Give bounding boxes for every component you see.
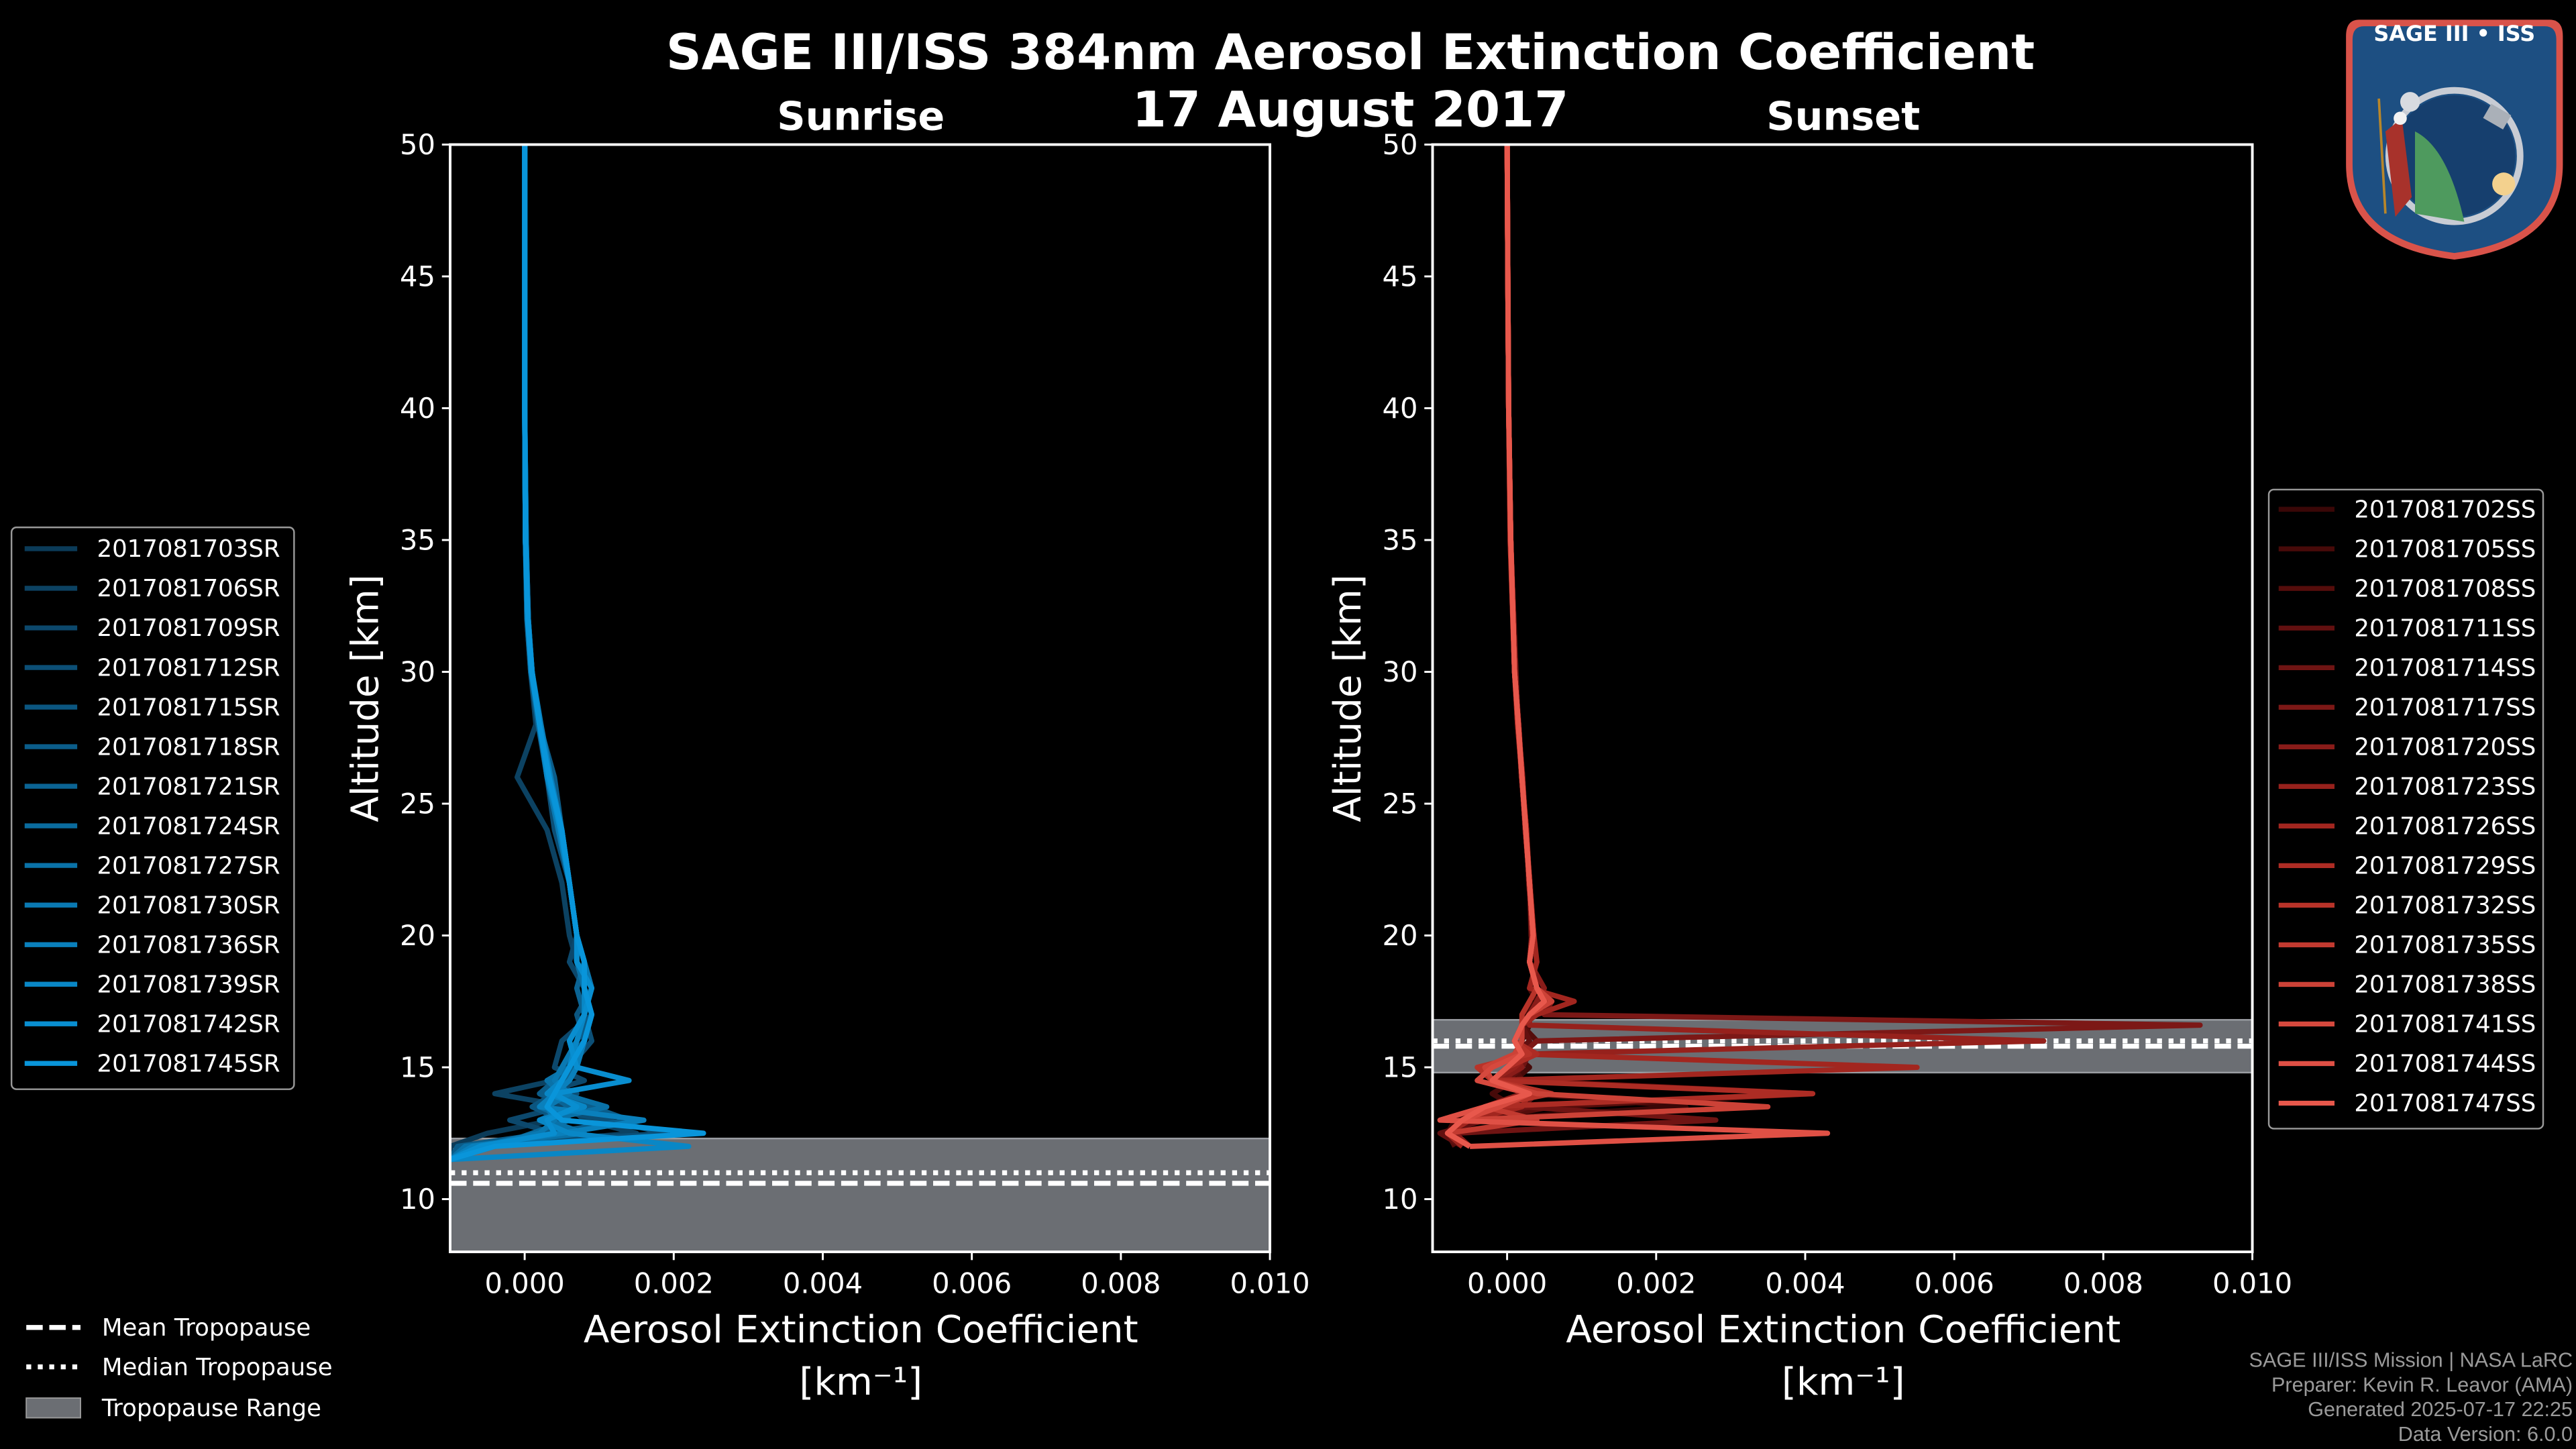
legend-label: 2017081723SS xyxy=(2354,773,2536,801)
y-tick-label: 50 xyxy=(400,128,435,161)
x-tick-label: 0.006 xyxy=(932,1267,1012,1299)
legend-label: 2017081729SS xyxy=(2354,853,2536,880)
y-tick-label: 25 xyxy=(400,788,435,820)
y-tick-label: 15 xyxy=(400,1051,435,1084)
panel-title-sunset: Sunset xyxy=(1766,93,1920,139)
legend-label: 2017081705SS xyxy=(2354,535,2536,563)
legend-label: 2017081711SS xyxy=(2354,614,2536,642)
sage-iii-iss-logo: SAGE III • ISS xyxy=(2346,19,2563,260)
legend-label: 2017081736SR xyxy=(97,931,280,959)
legend-label: 2017081720SS xyxy=(2354,734,2536,761)
sunrise-x-axis-units: [km⁻¹] xyxy=(799,1360,922,1404)
x-tick-label: 0.008 xyxy=(1081,1267,1161,1299)
legend-label: 2017081742SR xyxy=(97,1010,280,1038)
legend-label: 2017081741SS xyxy=(2354,1011,2536,1038)
x-tick-label: 0.000 xyxy=(1467,1267,1547,1299)
legend-label: 2017081712SR xyxy=(97,654,280,682)
legend-label: 2017081747SS xyxy=(2354,1090,2536,1118)
profile-line-2017081747SS xyxy=(1444,144,1547,1149)
x-tick-label: 0.002 xyxy=(634,1267,714,1299)
sunrise-tropopause-range xyxy=(450,1137,1271,1252)
sunset-x-axis-label: Aerosol Extinction Coefficient xyxy=(1566,1308,2121,1352)
legend-label: 2017081724SR xyxy=(97,812,280,840)
legend-label: 2017081726SS xyxy=(2354,813,2536,841)
legend-label: 2017081744SS xyxy=(2354,1051,2536,1078)
sunset-y-axis-label: Altitude [km] xyxy=(1326,574,1370,822)
sunrise-legend: 2017081703SR 2017081706SR 2017081709SR 2017… xyxy=(10,526,295,1090)
legend-label: 2017081718SR xyxy=(97,733,280,761)
legend-label: 2017081714SS xyxy=(2354,655,2536,682)
y-tick-label: 35 xyxy=(400,524,435,557)
y-tick-label: 35 xyxy=(1383,524,1418,557)
tropopause-range-label: Tropopause Range xyxy=(101,1395,321,1422)
x-tick-label: 0.004 xyxy=(1765,1267,1845,1299)
legend-label: 2017081706SR xyxy=(97,575,280,602)
credit-data-version: Data Version: 6.0.0 xyxy=(2398,1423,2573,1446)
sunset-legend: 2017081702SS 2017081705SS 2017081708SS 2017… xyxy=(2267,488,2544,1130)
y-tick-label: 20 xyxy=(400,919,435,952)
x-tick-label: 0.000 xyxy=(485,1267,565,1299)
panel-title-sunrise: Sunrise xyxy=(777,93,945,139)
y-tick-label: 10 xyxy=(1383,1183,1418,1216)
sunset-x-axis-units: [km⁻¹] xyxy=(1782,1360,1905,1404)
legend-label: 2017081739SR xyxy=(97,971,280,998)
legend-label: 2017081745SR xyxy=(97,1050,280,1077)
legend-label: 2017081730SR xyxy=(97,892,280,919)
y-tick-label: 40 xyxy=(1383,392,1418,425)
y-tick-label: 30 xyxy=(1383,655,1418,688)
legend-label: 2017081709SR xyxy=(97,614,280,642)
sunset-plot-area xyxy=(1432,144,2253,1252)
figure-title: SAGE III/ISS 384nm Aerosol Extinction Co… xyxy=(666,24,2035,81)
legend-label: 2017081732SS xyxy=(2354,892,2536,920)
mean-tropopause-label: Mean Tropopause xyxy=(102,1314,311,1342)
legend-label: 2017081727SR xyxy=(97,852,280,879)
legend-label: 2017081735SS xyxy=(2354,932,2536,959)
tropopause-range-swatch xyxy=(25,1397,81,1419)
y-tick-label: 20 xyxy=(1383,919,1418,952)
y-tick-label: 10 xyxy=(400,1183,435,1216)
y-tick-label: 50 xyxy=(1383,128,1418,161)
legend-label: 2017081717SS xyxy=(2354,694,2536,722)
profile-line-2017081745SR xyxy=(450,144,706,1163)
sunset-plot: 0.000 0.002 0.004 0.006 0.008 0.010 10 15 20 25 30… xyxy=(1383,128,2293,1299)
legend-label: 2017081708SS xyxy=(2354,575,2536,602)
sunrise-y-axis-label: Altitude [km] xyxy=(343,574,387,822)
x-tick-label: 0.010 xyxy=(1230,1267,1309,1299)
y-tick-label: 45 xyxy=(1383,260,1418,293)
credit-generated: Generated 2025-07-17 22:25 xyxy=(2308,1398,2573,1421)
x-tick-label: 0.006 xyxy=(1915,1267,1994,1299)
legend-label: 2017081738SS xyxy=(2354,971,2536,999)
y-tick-label: 15 xyxy=(1383,1051,1418,1084)
legend-label: 2017081702SS xyxy=(2354,496,2536,523)
x-tick-label: 0.004 xyxy=(783,1267,863,1299)
sunrise-axes-frame xyxy=(449,143,1272,1254)
y-tick-label: 25 xyxy=(1383,788,1418,820)
figure-date: 17 August 2017 xyxy=(1132,82,1569,139)
sunset-axes-frame xyxy=(1431,143,2254,1254)
y-tick-label: 45 xyxy=(400,260,435,293)
y-tick-label: 40 xyxy=(400,392,435,425)
x-tick-label: 0.002 xyxy=(1616,1267,1696,1299)
sunrise-x-axis-label: Aerosol Extinction Coefficient xyxy=(584,1308,1138,1352)
sunrise-plot: 0.000 0.002 0.004 0.006 0.008 0.010 10 15 20 25 30… xyxy=(400,128,1310,1299)
legend-label: 2017081715SR xyxy=(97,694,280,721)
x-tick-label: 0.010 xyxy=(2212,1267,2292,1299)
y-tick-label: 30 xyxy=(400,655,435,688)
logo-title: SAGE III • ISS xyxy=(2373,21,2535,46)
legend-label: 2017081721SR xyxy=(97,773,280,800)
credit-preparer: Preparer: Kevin R. Leavor (AMA) xyxy=(2271,1373,2573,1396)
legend-label: 2017081703SR xyxy=(97,535,280,563)
x-tick-label: 0.008 xyxy=(2063,1267,2143,1299)
credit-mission: SAGE III/ISS Mission | NASA LaRC xyxy=(2249,1349,2573,1372)
tropopause-legend: Mean Tropopause Median Tropopause Tropop… xyxy=(25,1314,333,1422)
median-tropopause-label: Median Tropopause xyxy=(102,1354,333,1381)
